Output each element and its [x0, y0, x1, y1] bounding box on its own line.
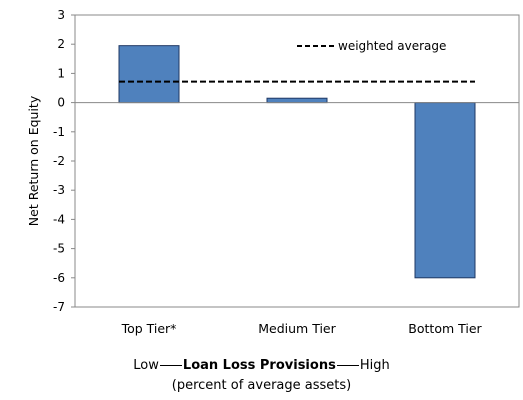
bar-series [118, 45, 476, 279]
y-axis-label: Net Return on Equity [26, 95, 41, 226]
legend: weighted average [297, 39, 446, 53]
y-tick-label: -1 [53, 125, 65, 139]
bar [266, 97, 328, 104]
y-tick-label: -4 [53, 212, 65, 226]
y-tick-label: 2 [57, 37, 65, 51]
x-category-label: Top Tier* [121, 321, 177, 336]
y-tick-label: -3 [53, 183, 65, 197]
caption-rule-right [336, 365, 359, 366]
y-tick-label: 1 [57, 66, 65, 80]
bar [118, 45, 180, 104]
caption-rule-left [159, 365, 182, 366]
y-tick-label: -2 [53, 154, 65, 168]
caption-title: Loan Loss Provisions [182, 358, 336, 373]
y-axis-ticks: 3 2 1 0 -1 -2 -3 -4 -5 -6 -7 [53, 8, 75, 314]
caption-subtitle: (percent of average assets) [171, 378, 352, 393]
y-tick-label: -5 [53, 242, 65, 256]
caption-low: Low [133, 358, 159, 373]
caption-high: High [359, 358, 390, 373]
x-category-label: Bottom Tier [408, 321, 482, 336]
x-axis-categories: Top Tier* Medium Tier Bottom Tier [121, 321, 483, 336]
x-category-label: Medium Tier [258, 321, 336, 336]
bar [414, 102, 476, 279]
y-tick-label: -6 [53, 271, 65, 285]
x-axis-caption: Low Loan Loss Provisions High [0, 358, 523, 373]
y-tick-label: -7 [53, 300, 65, 314]
y-tick-label: 3 [57, 8, 65, 22]
y-tick-label: 0 [57, 96, 65, 110]
legend-label: weighted average [338, 39, 446, 53]
